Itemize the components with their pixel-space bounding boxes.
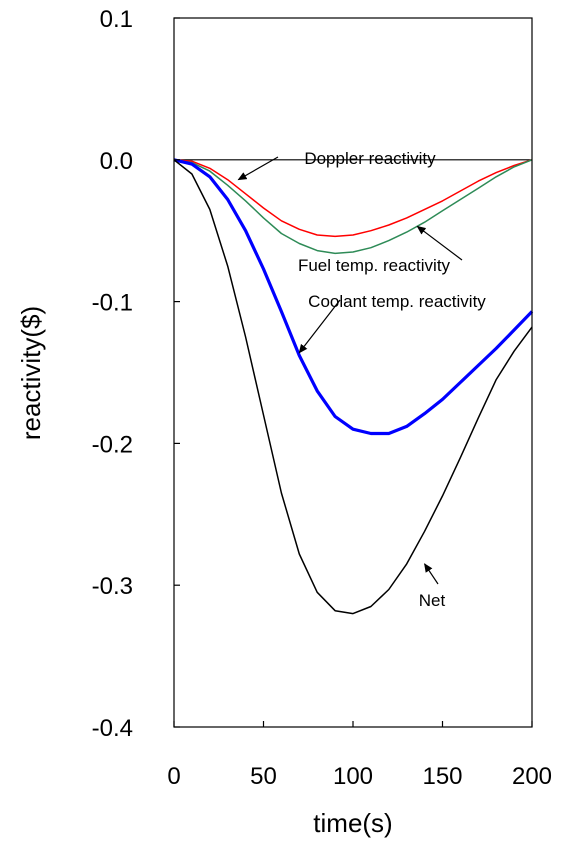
axis-layer: 0 50 100 150 200 0.1 0.0 -0.1 -0.2 -0.3 -0.4 <box>92 6 552 790</box>
series-layer <box>173 158 534 615</box>
x-tick-label: 50 <box>250 763 277 790</box>
y-tick-label: -0.2 <box>92 431 133 458</box>
annotation-label: Doppler reactivity <box>304 149 436 168</box>
annotation-arrow <box>416 225 463 261</box>
annotation-label: Coolant temp. reactivity <box>308 292 486 311</box>
series-line-doppler-reactivity <box>173 159 533 238</box>
series-line-fuel-temp-reactivity <box>173 159 533 255</box>
x-tick-label: 0 <box>167 763 180 790</box>
annotation-arrow <box>298 299 341 354</box>
x-axis-title: time(s) <box>313 808 392 838</box>
annotation-label: Fuel temp. reactivity <box>298 256 451 275</box>
series-line-net <box>173 159 533 615</box>
x-tick-label: 200 <box>512 763 552 790</box>
y-tick-label: -0.1 <box>92 290 133 317</box>
y-tick-label: -0.4 <box>92 715 133 742</box>
annotation-arrow <box>237 156 279 181</box>
y-tick-label: 0.1 <box>100 6 133 33</box>
annotation-layer: Doppler reactivity Fuel temp. reactivity C… <box>237 149 486 610</box>
annotation-arrow <box>424 563 439 585</box>
y-axis-title: reactivity($) <box>16 306 46 440</box>
x-tick-label: 150 <box>422 763 462 790</box>
y-tick-label: -0.3 <box>92 573 133 600</box>
y-tick-label: 0.0 <box>100 148 133 175</box>
plot-frame <box>173 17 533 728</box>
x-tick-label: 100 <box>333 763 373 790</box>
series-line-coolant-temp-reactivity <box>173 158 534 436</box>
annotation-label: Net <box>419 591 446 610</box>
